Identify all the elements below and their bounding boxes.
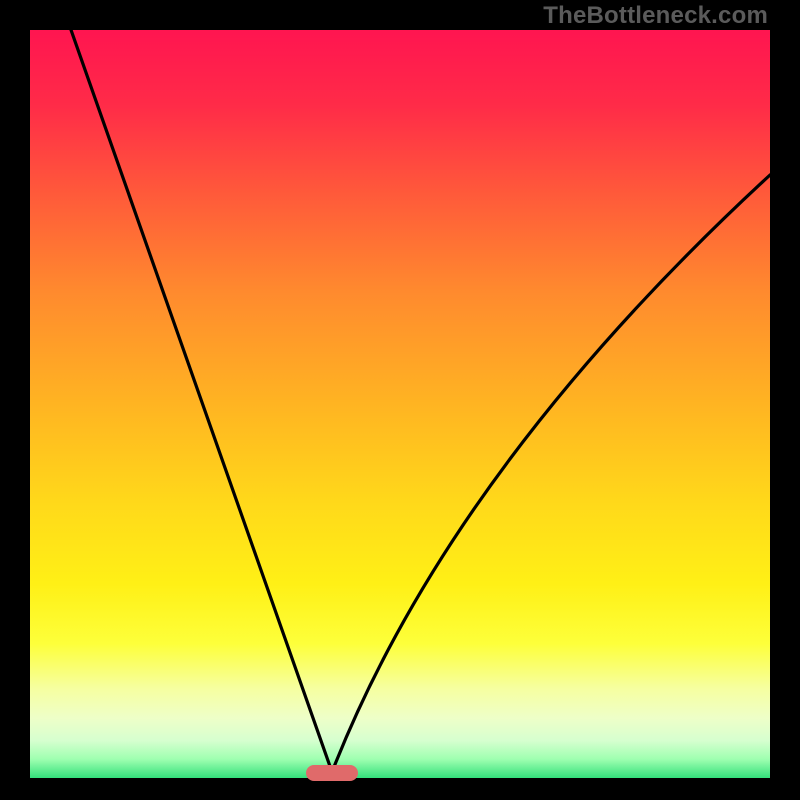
v-curve [30,30,770,778]
watermark-text: TheBottleneck.com [543,2,768,30]
plot-area [30,30,770,778]
apex-marker [306,765,358,781]
curve-path [64,10,770,772]
